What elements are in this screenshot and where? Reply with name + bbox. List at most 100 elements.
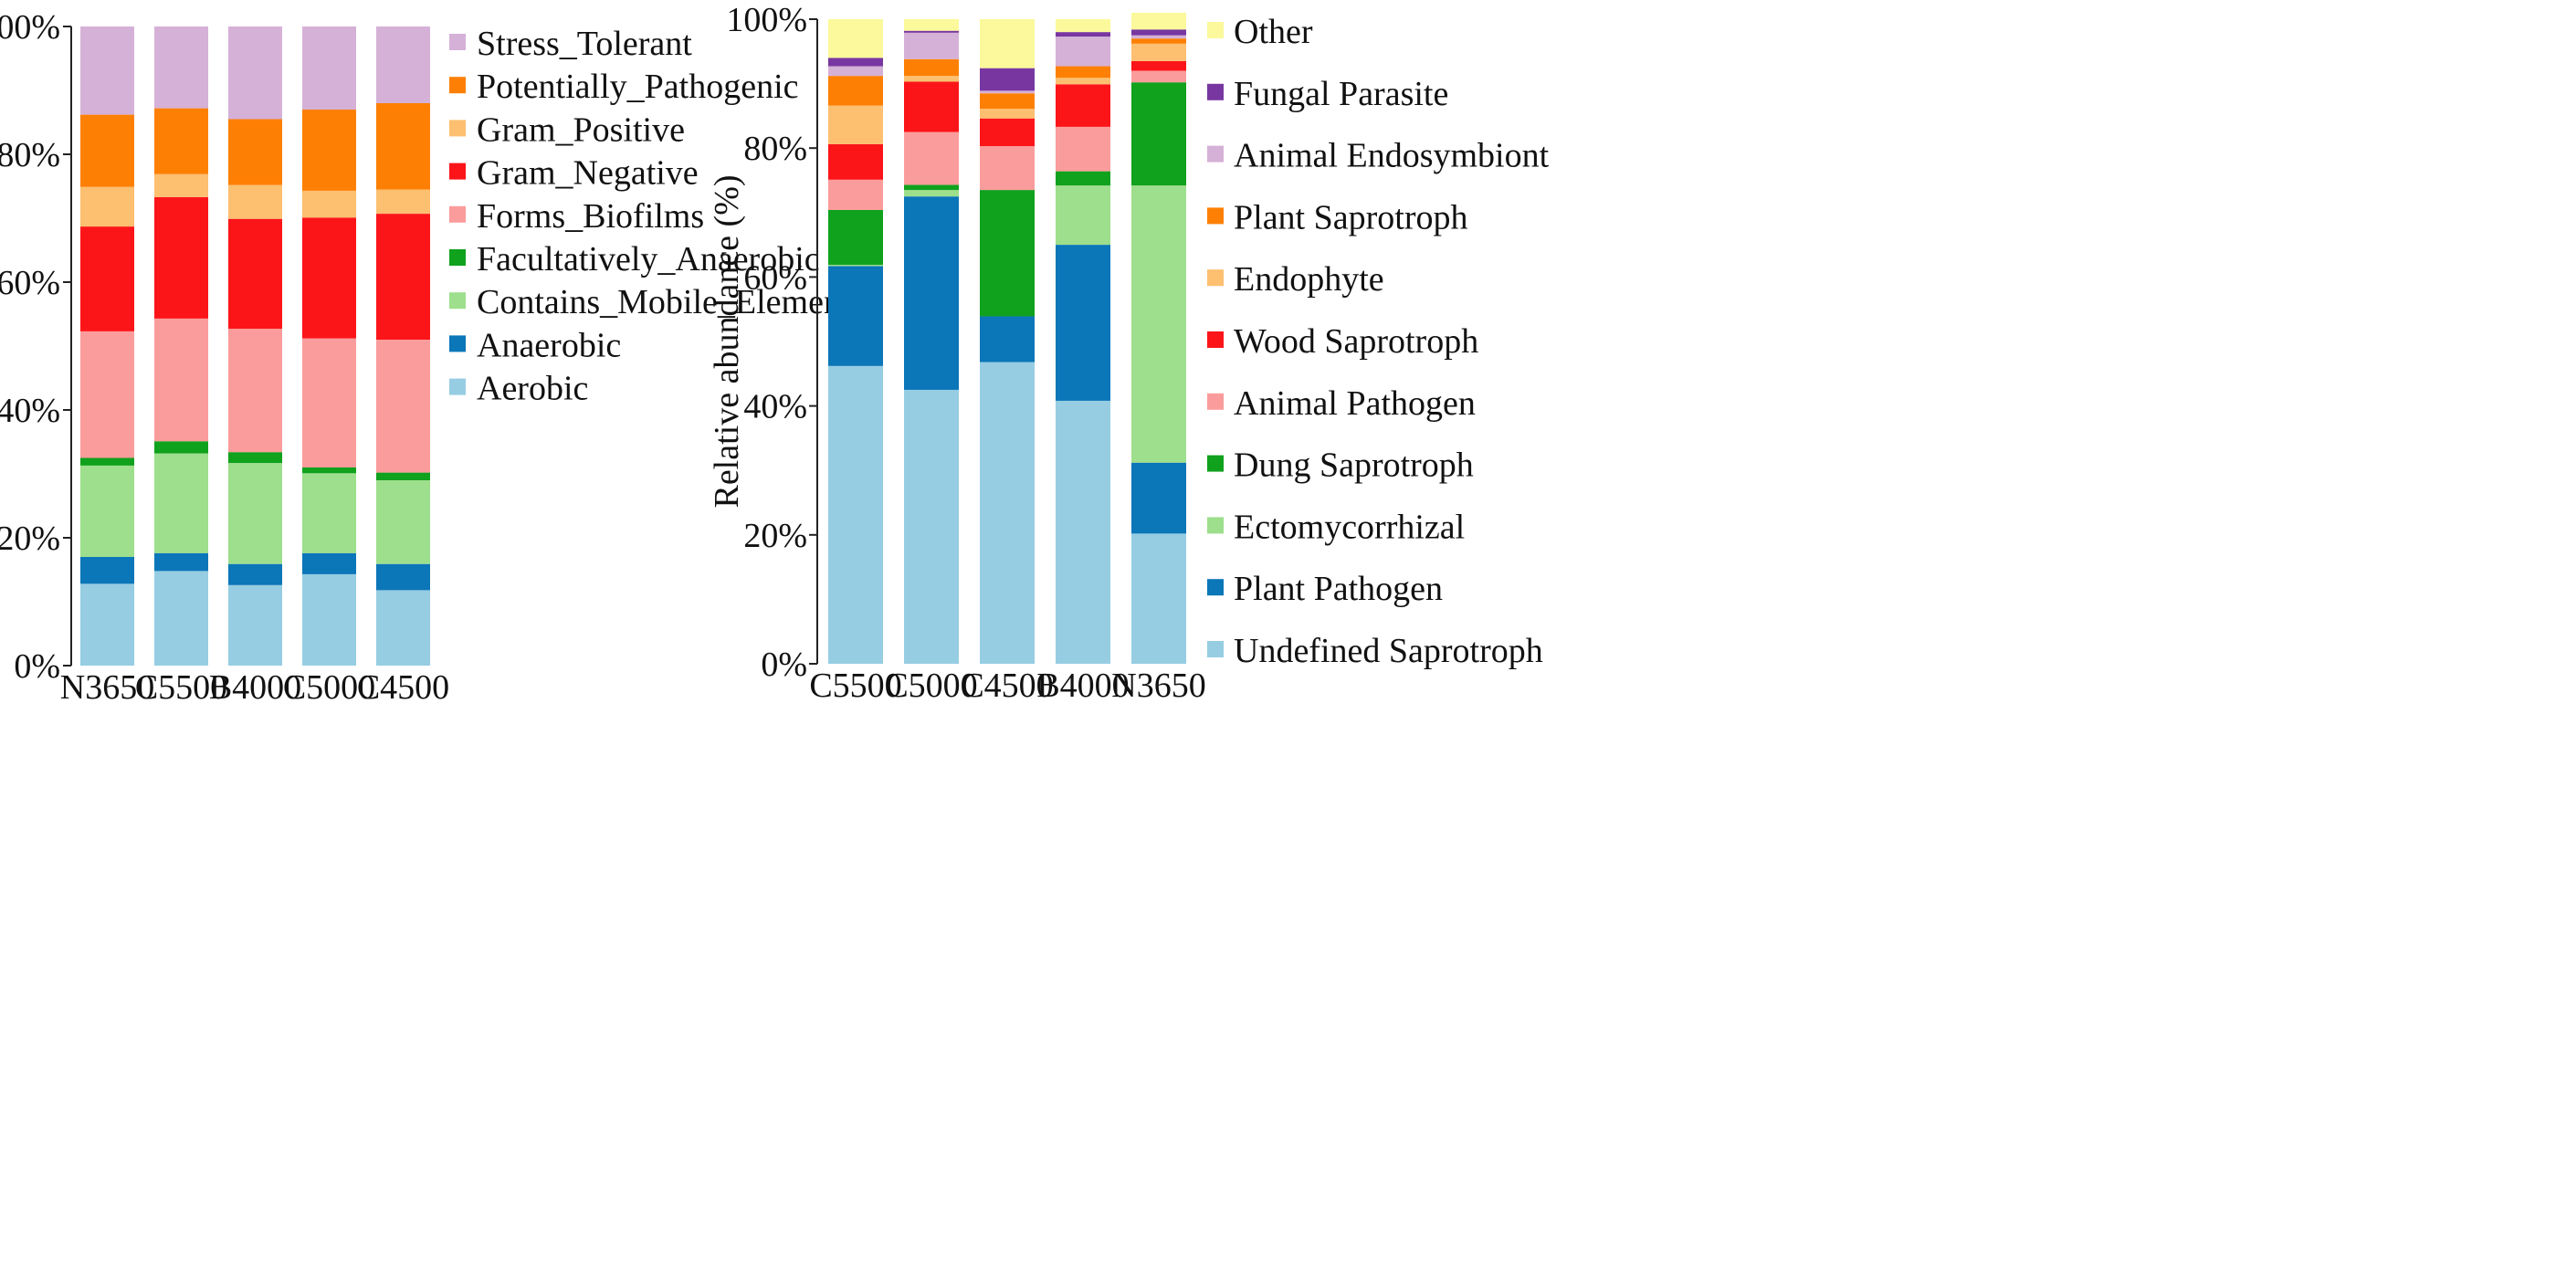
bar-segment-c5500-potentially-pathogenic bbox=[154, 108, 208, 174]
bar-segment-c4500-plant-pathogen bbox=[980, 316, 1035, 362]
bar-segment-c5500-dung-saprotroph bbox=[828, 209, 883, 265]
x-tick-label-c5000: C5000 bbox=[283, 668, 375, 707]
x-tick-label-b4000: B4000 bbox=[1036, 667, 1129, 705]
bar-segment-c5500-other bbox=[828, 19, 883, 58]
y-tick-label-0: 0% bbox=[761, 646, 807, 684]
bar-segment-n3650-fungal-parasite bbox=[1131, 29, 1186, 36]
bar-segment-c4500-gram-negative bbox=[376, 214, 430, 340]
legend-label-potentially-pathogenic: Potentially_Pathogenic bbox=[477, 68, 799, 106]
bar-segment-b4000-ectomycorrhizal bbox=[1056, 185, 1110, 246]
bar-segment-b4000-endophyte bbox=[1056, 78, 1110, 85]
bar-segment-b4000-fungal-parasite bbox=[1056, 32, 1110, 37]
bar-segment-c5000-fungal-parasite bbox=[904, 30, 959, 33]
bar-segment-c4500-animal-endosymbiont bbox=[980, 90, 1035, 94]
bar-segment-c4500-gram-positive bbox=[376, 189, 430, 215]
legend-label-anaerobic: Anaerobic bbox=[477, 326, 621, 364]
bar-segment-n3650-contains-mobile-elements bbox=[80, 465, 134, 557]
bar-segment-c5000-animal-pathogen bbox=[904, 131, 959, 185]
x-tick-label-c5000: C5000 bbox=[885, 667, 977, 705]
legend-label-fungal-parasite: Fungal Parasite bbox=[1234, 75, 1448, 113]
bar-segment-n3650-potentially-pathogenic bbox=[80, 114, 134, 187]
bar-segment-n3650-animal-pathogen bbox=[1131, 70, 1186, 83]
bar-segment-b4000-plant-saprotroph bbox=[1056, 66, 1110, 79]
legend-label-ectomycorrhizal: Ectomycorrhizal bbox=[1234, 508, 1465, 546]
bar-segment-c5500-plant-saprotroph bbox=[828, 76, 883, 106]
bar-segment-b4000-anaerobic bbox=[228, 563, 282, 585]
bar-segment-n3650-endophyte bbox=[1131, 43, 1186, 61]
y-tick-label-60: 60% bbox=[743, 258, 807, 297]
bar-segment-b4000-stress-tolerant bbox=[228, 26, 282, 120]
bar-segment-c4500-stress-tolerant bbox=[376, 26, 430, 103]
legend-label-stress-tolerant: Stress_Tolerant bbox=[477, 25, 692, 63]
bar-segment-c5500-fungal-parasite bbox=[828, 58, 883, 67]
bar-segment-c4500-plant-saprotroph bbox=[980, 93, 1035, 110]
legend-label-plant-pathogen: Plant Pathogen bbox=[1234, 570, 1443, 608]
bar-segment-n3650-animal-endosymbiont bbox=[1131, 35, 1186, 39]
bar-segment-c5000-endophyte bbox=[904, 76, 959, 82]
legend-swatch-gram-positive bbox=[449, 120, 466, 137]
legend-label-gram-positive: Gram_Positive bbox=[477, 110, 685, 149]
bar-segment-c5500-endophyte bbox=[828, 105, 883, 144]
legend-swatch-dung-saprotroph bbox=[1207, 455, 1224, 472]
bar-segment-c5000-stress-tolerant bbox=[302, 26, 356, 110]
bar-segment-c5500-animal-endosymbiont bbox=[828, 66, 883, 77]
bar-segment-c4500-dung-saprotroph bbox=[980, 190, 1035, 317]
legend-label-gram-negative: Gram_Negative bbox=[477, 154, 699, 193]
legend-swatch-ectomycorrhizal bbox=[1207, 517, 1224, 534]
bar-segment-c5500-anaerobic bbox=[154, 552, 208, 572]
bar-segment-c4500-fungal-parasite bbox=[980, 68, 1035, 91]
bar-segment-c5000-undefined-saprotroph bbox=[904, 389, 959, 664]
bar-segment-c5000-forms-biofilms bbox=[302, 338, 356, 467]
bar-segment-n3650-other bbox=[1131, 12, 1186, 30]
bar-segment-b4000-contains-mobile-elements bbox=[228, 463, 282, 564]
y-tick-label-40: 40% bbox=[0, 392, 60, 430]
bar-segment-c5000-plant-pathogen bbox=[904, 196, 959, 390]
bar-segment-c5000-wood-saprotroph bbox=[904, 81, 959, 132]
legend-swatch-plant-pathogen bbox=[1207, 579, 1224, 596]
legend-label-endophyte: Endophyte bbox=[1234, 260, 1384, 299]
bar-segment-c5000-contains-mobile-elements bbox=[302, 473, 356, 553]
legend-swatch-facultatively-anaerobic bbox=[449, 249, 466, 266]
y-tick-label-20: 20% bbox=[0, 520, 60, 558]
legend-label-animal-endosymbiont: Animal Endosymbiont bbox=[1234, 137, 1550, 175]
bar-segment-c5000-ectomycorrhizal bbox=[904, 190, 959, 197]
bar-segment-b4000-animal-endosymbiont bbox=[1056, 37, 1110, 67]
bar-segment-b4000-dung-saprotroph bbox=[1056, 171, 1110, 186]
x-tick-label-n3650: N3650 bbox=[60, 668, 154, 707]
legend-swatch-wood-saprotroph bbox=[1207, 331, 1224, 348]
bar-segment-c5000-dung-saprotroph bbox=[904, 184, 959, 191]
bar-segment-b4000-facultatively-anaerobic bbox=[228, 452, 282, 464]
legend-label-plant-saprotroph: Plant Saprotroph bbox=[1234, 198, 1467, 236]
bar-segment-n3650-plant-pathogen bbox=[1131, 462, 1186, 534]
x-tick-label-c4500: C4500 bbox=[357, 668, 449, 707]
bar-segment-c4500-aerobic bbox=[376, 590, 430, 666]
legend-label-animal-pathogen: Animal Pathogen bbox=[1234, 384, 1476, 423]
bar-segment-c5500-forms-biofilms bbox=[154, 318, 208, 442]
legend-swatch-gram-negative bbox=[449, 163, 466, 180]
bar-segment-c5500-gram-negative bbox=[154, 196, 208, 319]
legend-swatch-other bbox=[1207, 22, 1224, 38]
legend-label-dung-saprotroph: Dung Saprotroph bbox=[1234, 446, 1474, 485]
bar-segment-b4000-animal-pathogen bbox=[1056, 126, 1110, 172]
bar-segment-b4000-other bbox=[1056, 19, 1110, 33]
legend-label-aerobic: Aerobic bbox=[477, 370, 588, 408]
bar-segment-c4500-forms-biofilms bbox=[376, 340, 430, 473]
x-tick-label-b4000: B4000 bbox=[209, 668, 301, 707]
bar-segment-c4500-undefined-saprotroph bbox=[980, 362, 1035, 664]
bar-segment-n3650-dung-saprotroph bbox=[1131, 82, 1186, 186]
y-tick-label-60: 60% bbox=[0, 264, 60, 302]
bar-segment-n3650-forms-biofilms bbox=[80, 331, 134, 458]
bar-segment-b4000-potentially-pathogenic bbox=[228, 119, 282, 185]
bar-segment-c4500-wood-saprotroph bbox=[980, 118, 1035, 147]
bar-segment-n3650-wood-saprotroph bbox=[1131, 60, 1186, 71]
bar-segment-n3650-aerobic bbox=[80, 583, 134, 666]
bar-segment-b4000-gram-positive bbox=[228, 184, 282, 219]
legend-swatch-potentially-pathogenic bbox=[449, 77, 466, 94]
bar-segment-c5000-plant-saprotroph bbox=[904, 58, 959, 77]
legend-swatch-aerobic bbox=[449, 378, 466, 395]
legend-swatch-fungal-parasite bbox=[1207, 83, 1224, 100]
bar-segment-c5500-ectomycorrhizal bbox=[828, 264, 883, 267]
legend-swatch-endophyte bbox=[1207, 269, 1224, 287]
